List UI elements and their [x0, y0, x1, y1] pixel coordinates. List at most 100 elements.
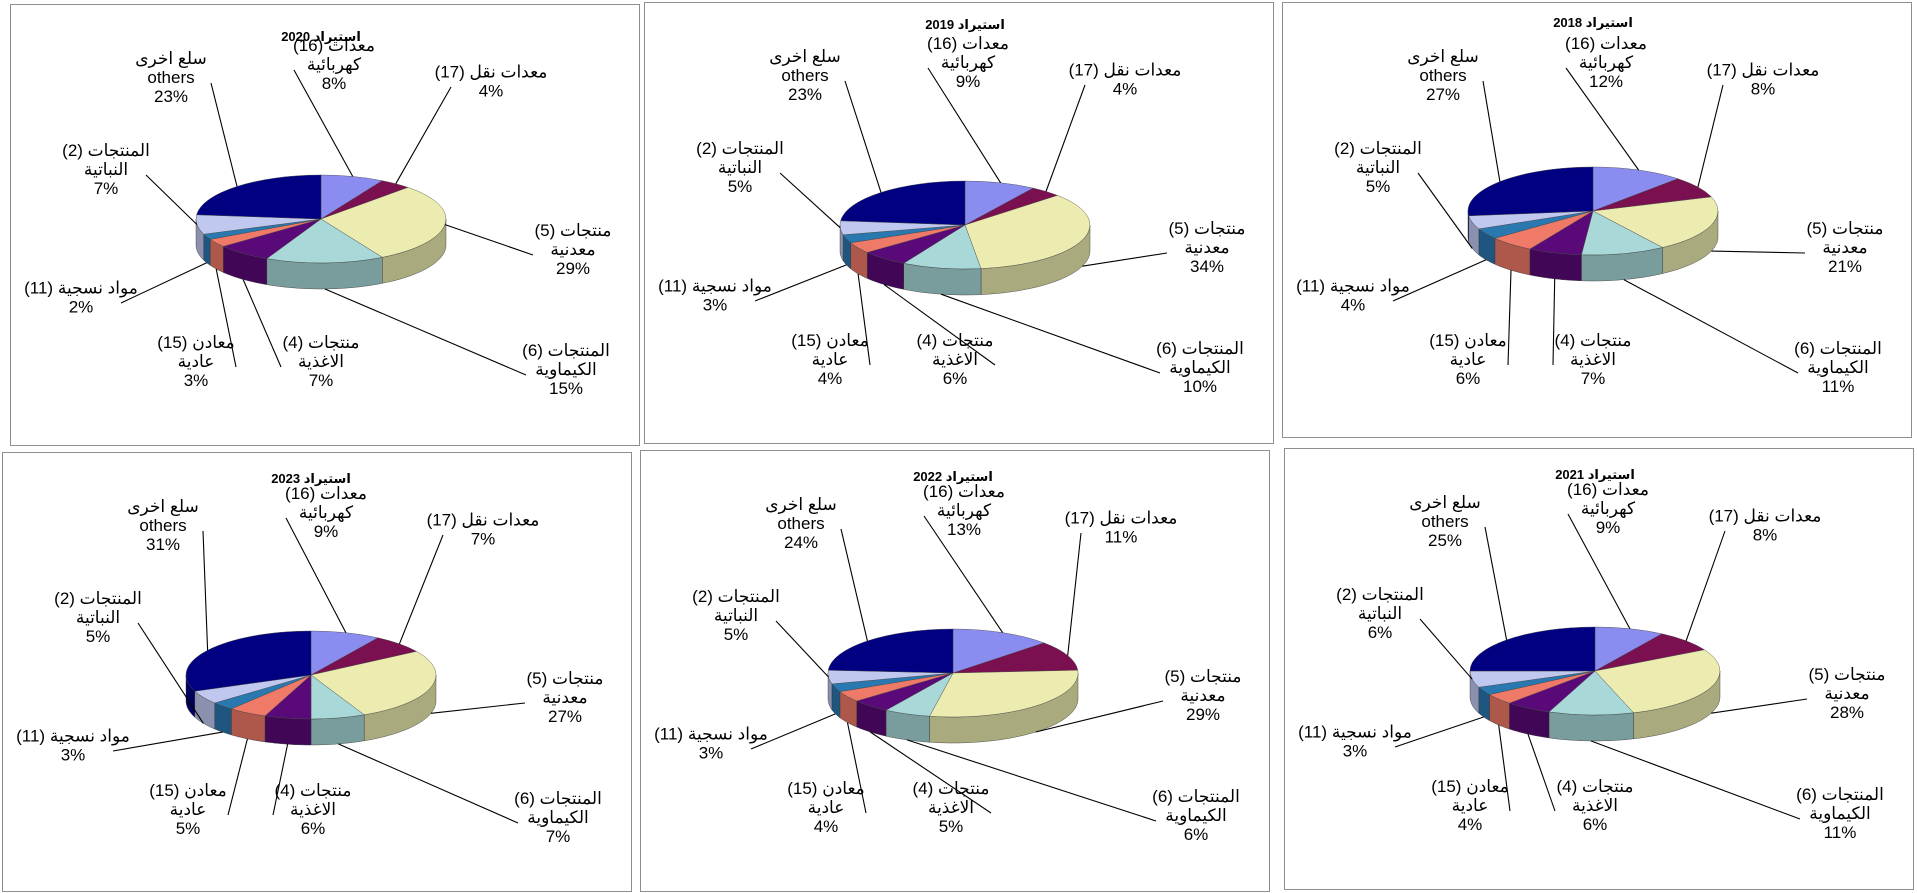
slice-label: (15) معادن عادية 4%	[791, 331, 869, 388]
chart-panel-2022: استيراد 2022 (16) معدات كهربائية 13% (17) مع…	[640, 450, 1270, 892]
slice-label: (6) المنتجات الكيماوية 15%	[522, 341, 610, 398]
pie-slice	[310, 651, 437, 716]
slice-label: سلع اخرى others 23%	[769, 47, 841, 104]
leader-line	[779, 172, 841, 229]
leader-line	[754, 264, 847, 302]
slice-label: (17) معدات نقل 8%	[1709, 507, 1822, 545]
leader-line	[1507, 270, 1512, 366]
slice-label: سلع اخرى others 31%	[127, 497, 199, 554]
pie-chart-2019: استيراد 2019 (16) معدات كهربائية 9% (17) معد…	[658, 17, 1245, 396]
slice-label: (4) منتجات الاغذية 6%	[274, 781, 351, 838]
slice-label: (5) منتجات معدنية 34%	[1168, 219, 1245, 276]
slice-label: (11) مواد نسجية 3%	[654, 725, 768, 763]
chart-title: استيراد 2019	[925, 17, 1005, 32]
leader-line	[145, 174, 198, 225]
leader-line	[210, 82, 238, 187]
leader-line	[272, 744, 289, 816]
leader-line	[1394, 716, 1484, 748]
slice-label: (17) معدات نقل 4%	[435, 63, 548, 101]
leader-line	[202, 530, 209, 651]
leader-line	[1623, 279, 1799, 374]
leader-line	[242, 279, 282, 368]
slice-label: (17) معدات نقل 11%	[1065, 509, 1178, 547]
slice-label: (6) المنتجات الكيماوية 6%	[1152, 787, 1240, 844]
slice-label: (17) معدات نقل 4%	[1069, 61, 1182, 99]
pie-slice	[952, 628, 1045, 674]
slice-label: (11) مواد نسجية 3%	[16, 727, 130, 765]
slice-label: (4) منتجات الاغذية 7%	[282, 333, 359, 390]
chart-panel-2019: استيراد 2019 (16) معدات كهربائية 9% (17) معد…	[644, 2, 1274, 444]
slice-label: (11) مواد نسجية 2%	[24, 279, 138, 317]
slice-label: (16) معدات كهربائية 9%	[1567, 480, 1649, 537]
slice-label: (2) المنتجات النباتية 5%	[696, 139, 784, 196]
pie-slice	[1469, 626, 1596, 672]
pie-slice	[952, 642, 1079, 674]
leader-line	[1417, 172, 1473, 249]
pie-body	[1469, 626, 1721, 742]
leader-line	[883, 284, 996, 366]
leader-line	[1565, 67, 1640, 171]
leader-line	[1392, 259, 1487, 302]
leader-line	[1035, 700, 1164, 733]
slice-label: (15) معادن عادية 4%	[787, 779, 865, 836]
pie-body	[827, 628, 1079, 744]
slice-label: (11) مواد نسجية 3%	[1298, 723, 1412, 761]
leader-line	[840, 528, 868, 642]
leader-line	[1082, 252, 1168, 267]
slice-label: (16) معدات كهربائية 8%	[293, 36, 375, 93]
slice-label: (4) منتجات الاغذية 6%	[916, 331, 993, 388]
slice-label: (2) المنتجات النباتية 6%	[1336, 585, 1424, 642]
pie-slice	[1467, 166, 1594, 217]
pie-slice	[964, 195, 1091, 269]
chart-panel-2023: استيراد 2023 (16) معدات كهربائية 9% (17) معد…	[2, 452, 632, 892]
pie-body	[195, 174, 447, 290]
slice-label: (6) المنتجات الكيماوية 10%	[1156, 339, 1244, 396]
pie-body	[185, 630, 437, 746]
leader-line	[112, 731, 223, 752]
slice-label: (5) منتجات معدنية 28%	[1808, 665, 1885, 722]
leader-line	[869, 731, 992, 814]
slice-label: (16) معدات كهربائية 12%	[1565, 34, 1647, 91]
leader-line	[137, 622, 204, 724]
leader-line	[120, 262, 207, 304]
leader-line	[1527, 734, 1556, 812]
slice-label: (4) منتجات الاغذية 7%	[1554, 331, 1631, 388]
leader-line	[1482, 80, 1501, 182]
chart-title: استيراد 2021	[1555, 467, 1635, 482]
pie-slice-side	[264, 715, 312, 746]
pie-slice	[1594, 649, 1721, 714]
leader-line	[1711, 698, 1808, 714]
slice-label: (5) منتجات معدنية 21%	[1806, 219, 1883, 276]
leader-line	[293, 69, 354, 177]
leader-line	[215, 268, 237, 368]
pie-body	[1467, 166, 1719, 282]
pie-chart-2022: استيراد 2022(16) معدات كهربائية 13% (17) مع…	[654, 469, 1241, 844]
leader-line	[750, 713, 836, 750]
slice-label: (2) المنتجات النباتية 5%	[1334, 139, 1422, 196]
slice-label: (15) معادن عادية 4%	[1431, 777, 1509, 834]
leader-line	[844, 80, 882, 193]
chart-title: استيراد 2018	[1553, 15, 1633, 30]
leader-line	[338, 743, 519, 824]
leader-line	[285, 517, 347, 633]
slice-label: (5) منتجات معدنية 29%	[1164, 667, 1241, 724]
pie-slice	[840, 180, 966, 226]
leader-line	[1552, 278, 1556, 366]
pie-slice-side	[1548, 711, 1634, 742]
slice-label: (16) معدات كهربائية 9%	[285, 484, 367, 541]
slice-label: (2) المنتجات النباتية 5%	[692, 587, 780, 644]
pie-chart-2020: استيراد 2020(16) معدات كهربائية 8% (17) معد…	[24, 29, 611, 398]
leader-line	[906, 739, 1157, 822]
slice-label: (17) معدات نقل 8%	[1707, 61, 1820, 99]
leader-line	[1590, 740, 1801, 820]
slice-label: (4) منتجات الاغذية 6%	[1556, 777, 1633, 834]
pie-body	[839, 180, 1091, 296]
chart-title: استيراد 2020	[281, 29, 361, 44]
chart-panel-2018: استيراد 2018 (16) معدات كهربائية 12% (17) مع…	[1282, 2, 1912, 438]
leader-line	[444, 224, 534, 256]
slice-label: سلع اخرى others 27%	[1407, 47, 1479, 104]
pie-chart-2018: استيراد 2018 (16) معدات كهربائية 12% (17) مع…	[1296, 15, 1883, 396]
leader-line	[324, 288, 527, 376]
leader-line	[1045, 84, 1086, 192]
pie-slice	[1548, 670, 1635, 716]
